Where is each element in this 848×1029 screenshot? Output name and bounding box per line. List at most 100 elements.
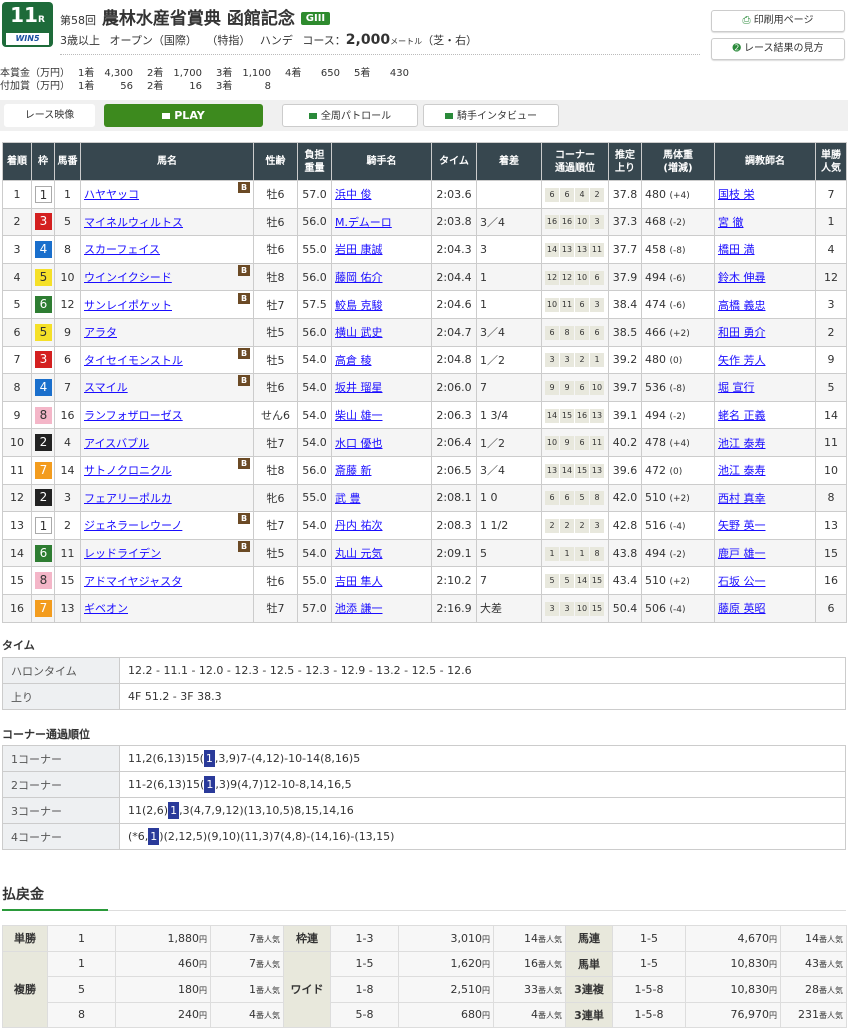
- waku-cell: 1: [31, 511, 55, 540]
- how-to-read-button[interactable]: ➋ レース結果の見方: [711, 38, 845, 60]
- corner-position: 16: [575, 408, 589, 423]
- weight-value: 516: [645, 518, 666, 532]
- jockey-link[interactable]: 岩田 康誠: [335, 243, 383, 257]
- jockey-link[interactable]: 丹内 祐次: [335, 519, 383, 533]
- jockey-link[interactable]: 柴山 雄一: [335, 409, 383, 423]
- order-post: )(2,12,5)(9,10)(11,3)7(4,8)-(14,16)-(13,…: [159, 830, 395, 843]
- weight-change: (-2): [669, 549, 686, 560]
- jockey-link[interactable]: 藤岡 佑介: [335, 271, 383, 285]
- play-button[interactable]: PLAY: [104, 104, 263, 127]
- payout-row: 複勝 1 460円 7番人気 ワイド 1-5 1,620円 16番人気 馬単 1-5 10,830円…: [2, 950, 847, 1028]
- horse-name-link[interactable]: マイネルウィルトス: [84, 215, 183, 229]
- last-3f: 40.2: [608, 428, 642, 457]
- odds-rank: 14: [815, 400, 847, 430]
- jockey-link[interactable]: M.デムーロ: [335, 215, 392, 229]
- horse-name-link[interactable]: アイスバブル: [84, 436, 150, 450]
- trainer-link[interactable]: 堀 宣行: [718, 381, 755, 395]
- trainer-link[interactable]: 石坂 公一: [718, 574, 766, 588]
- trainer-link[interactable]: 橋田 満: [718, 243, 755, 257]
- popularity-unit: 番人気: [256, 1011, 280, 1021]
- blinker-icon: B: [238, 292, 250, 304]
- horse-name-cell: B ハヤヤッコ: [80, 180, 254, 209]
- jockey-link[interactable]: 吉田 隼人: [335, 574, 383, 588]
- horse-name-link[interactable]: ランフォザローゼス: [84, 409, 183, 423]
- waku-cell: 3: [31, 207, 55, 237]
- furlong-times: 12.2 - 11.1 - 12.0 - 12.3 - 12.5 - 12.3 …: [119, 657, 846, 684]
- odds-rank: 10: [815, 455, 847, 485]
- odds-rank: 15: [815, 538, 847, 568]
- horse-name-link[interactable]: ジェネラーレウーノ: [84, 519, 183, 533]
- waku-cell: 4: [31, 235, 55, 264]
- horse-name-link[interactable]: ウインイクシード: [84, 271, 172, 285]
- horse-weight: 480 (0): [641, 345, 715, 375]
- payout-row: 8 240円 4番人気 5-8 680円 4番人気 3連単 1-5-8 76,970円 231番人…: [3, 1001, 847, 1028]
- weight-change: (-8): [669, 245, 686, 256]
- waku-badge: 7: [35, 599, 52, 617]
- corner-position: 1: [545, 546, 559, 561]
- yen-unit: 円: [482, 1011, 490, 1021]
- horse-number: 13: [54, 593, 81, 623]
- horse-name-link[interactable]: フェアリーポルカ: [84, 491, 172, 505]
- trainer-link[interactable]: 池江 泰寿: [718, 436, 766, 450]
- waku-badge: 1: [35, 516, 52, 534]
- trainer-cell: 堀 宣行: [714, 373, 816, 402]
- jockey-link[interactable]: 武 豊: [335, 491, 361, 505]
- corner-position: 15: [590, 601, 604, 616]
- trainer-link[interactable]: 宮 徹: [718, 215, 744, 229]
- trainer-link[interactable]: 高橋 義忠: [718, 298, 766, 312]
- horse-name-link[interactable]: ハヤヤッコ: [84, 188, 139, 202]
- print-page-button[interactable]: ⎙ 印刷用ページ: [711, 10, 845, 32]
- payout-amount: 460円: [115, 950, 211, 977]
- column-header: 調教師名: [714, 142, 816, 181]
- sex-age: 牡8: [253, 455, 298, 485]
- jockey-link[interactable]: 浜中 俊: [335, 188, 372, 202]
- weight-condition: ハンデ: [259, 34, 293, 47]
- trainer-link[interactable]: 池江 泰寿: [718, 464, 766, 478]
- amount: 3,010: [450, 931, 483, 945]
- corner-position: 13: [590, 463, 604, 478]
- prize-amount: 1,100: [242, 68, 271, 79]
- title-underline: [2, 909, 108, 911]
- finish-position: 6: [2, 317, 32, 347]
- trainer-link[interactable]: 和田 勇介: [718, 326, 766, 340]
- column-header: 推定 上り: [608, 142, 642, 181]
- horse-name-link[interactable]: アドマイヤジャスタ: [84, 574, 183, 588]
- last-3f: 50.4: [608, 593, 642, 623]
- trainer-link[interactable]: 藤原 英昭: [718, 602, 766, 616]
- amount: 4,670: [737, 931, 770, 945]
- weight-change: (0): [669, 466, 683, 477]
- trainer-link[interactable]: 矢野 英一: [718, 519, 766, 533]
- horse-name-link[interactable]: スカーフェイス: [84, 243, 161, 257]
- trainer-link[interactable]: 国枝 栄: [718, 188, 755, 202]
- jockey-interview-button[interactable]: 騎手インタビュー: [423, 104, 559, 127]
- horse-name-link[interactable]: スマイル: [84, 381, 128, 395]
- horse-name-link[interactable]: サトノクロニクル: [84, 464, 172, 478]
- trainer-link[interactable]: 西村 真幸: [718, 491, 766, 505]
- finish-position: 15: [2, 566, 32, 595]
- trainer-link[interactable]: 矢作 芳人: [718, 353, 766, 367]
- horse-name-link[interactable]: タイセイモンストル: [84, 353, 183, 367]
- jockey-link[interactable]: 池添 謙一: [335, 602, 383, 616]
- table-row: 8 4 7 B スマイル 牡6 54.0 坂井 瑠星 2:06.0 7 9 9 6 10 39.7 536 (…: [2, 373, 847, 402]
- jockey-link[interactable]: 坂井 瑠星: [335, 381, 383, 395]
- patrol-video-button[interactable]: 全周パトロール: [282, 104, 418, 127]
- horse-name-link[interactable]: ギベオン: [84, 602, 128, 616]
- trainer-link[interactable]: 鹿戸 雄一: [718, 547, 766, 561]
- blinker-icon: B: [238, 347, 250, 359]
- horse-name-link[interactable]: サンレイポケット: [84, 298, 172, 312]
- jockey-link[interactable]: 水口 優也: [335, 436, 383, 450]
- horse-name-link[interactable]: アラタ: [84, 326, 117, 340]
- race-edition: 第58回: [60, 14, 96, 27]
- corner-order: 11,2(6,13)15(1,3,9)7-(4,12)-10-14(8,16)5: [119, 745, 846, 772]
- trainer-link[interactable]: 蛯名 正義: [718, 409, 766, 423]
- jockey-cell: M.デムーロ: [331, 207, 432, 237]
- jockey-link[interactable]: 斎藤 新: [335, 464, 372, 478]
- horse-name-link[interactable]: レッドライデン: [84, 547, 161, 561]
- jockey-link[interactable]: 高倉 稜: [335, 353, 372, 367]
- jockey-link[interactable]: 横山 武史: [335, 326, 383, 340]
- jockey-link[interactable]: 鮫島 克駿: [335, 298, 383, 312]
- jockey-link[interactable]: 丸山 元気: [335, 547, 383, 561]
- bet-type: ワイド: [283, 950, 331, 1028]
- trainer-link[interactable]: 鈴木 伸尋: [718, 271, 766, 285]
